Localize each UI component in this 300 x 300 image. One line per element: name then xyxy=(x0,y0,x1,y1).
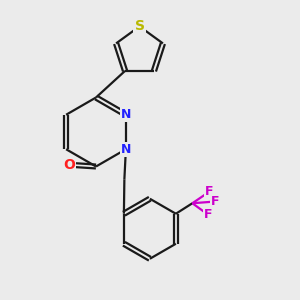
Text: N: N xyxy=(121,143,132,156)
Text: S: S xyxy=(134,19,145,33)
Text: N: N xyxy=(121,108,131,121)
Text: F: F xyxy=(204,208,212,221)
Text: F: F xyxy=(211,195,219,208)
Text: O: O xyxy=(63,158,75,172)
Text: F: F xyxy=(205,185,213,198)
